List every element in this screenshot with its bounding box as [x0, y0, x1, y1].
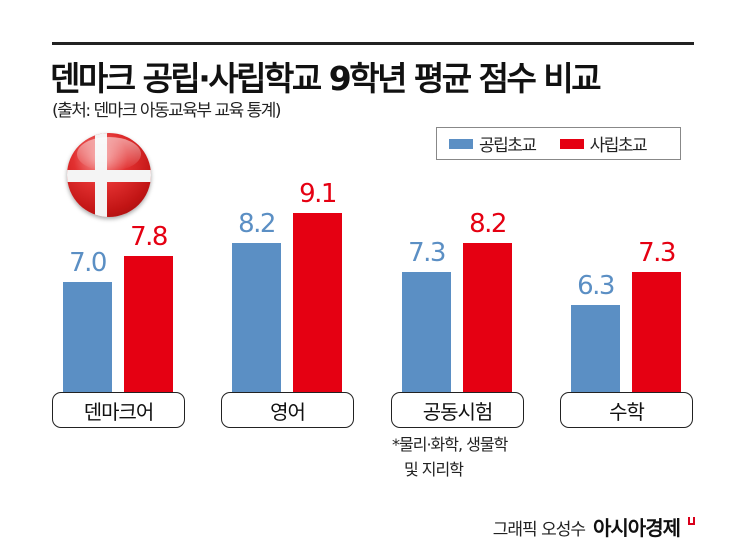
- bar-public-2: [402, 272, 451, 392]
- value-label-public-3: 6.3: [577, 271, 615, 301]
- bar-private-1: [293, 213, 342, 392]
- legend-item-private: 사립초교: [559, 131, 648, 156]
- legend: 공립초교 사립초교: [436, 127, 681, 160]
- bar-private-2: [463, 243, 512, 392]
- value-label-public-0: 7.0: [69, 248, 107, 278]
- credit: 그래픽 오성수 아시아경제: [493, 512, 695, 541]
- bar-public-3: [571, 305, 620, 392]
- chart-source: (출처: 덴마크 아동교육부 교육 통계): [52, 101, 282, 121]
- legend-label-private: 사립초교: [589, 136, 648, 156]
- brand-mark-icon: [688, 517, 695, 525]
- legend-swatch-private: [559, 138, 584, 149]
- brand-logo: 아시아경제: [593, 516, 681, 540]
- category-label-0: 덴마크어: [52, 392, 185, 428]
- value-label-private-3: 7.3: [638, 238, 676, 268]
- value-label-private-2: 8.2: [469, 209, 507, 239]
- value-label-private-1: 9.1: [299, 179, 337, 209]
- bar-public-1: [232, 243, 281, 392]
- footnote-line-2: 및 지리학: [404, 460, 464, 479]
- value-label-public-2: 7.3: [408, 238, 446, 268]
- footnote: *물리·화학, 생물학 및 지리학: [392, 432, 508, 482]
- value-label-private-0: 7.8: [130, 222, 168, 252]
- footnote-line-1: *물리·화학, 생물학: [392, 435, 508, 454]
- bar-private-0: [124, 256, 173, 392]
- legend-label-public: 공립초교: [479, 136, 537, 156]
- legend-item-public: 공립초교: [449, 131, 537, 156]
- category-label-1: 영어: [221, 392, 354, 428]
- category-label-2: 공동시험: [391, 392, 524, 428]
- denmark-flag-icon: [67, 133, 151, 217]
- bar-private-3: [632, 272, 681, 392]
- bar-public-0: [63, 282, 112, 392]
- top-rule: [52, 42, 694, 45]
- category-label-3: 수학: [560, 392, 693, 428]
- legend-swatch-public: [449, 138, 473, 149]
- graphic-author: 그래픽 오성수: [492, 520, 586, 540]
- value-label-public-1: 8.2: [238, 209, 276, 239]
- chart-title: 덴마크 공립·사립학교 9학년 평균 점수 비교: [50, 59, 602, 98]
